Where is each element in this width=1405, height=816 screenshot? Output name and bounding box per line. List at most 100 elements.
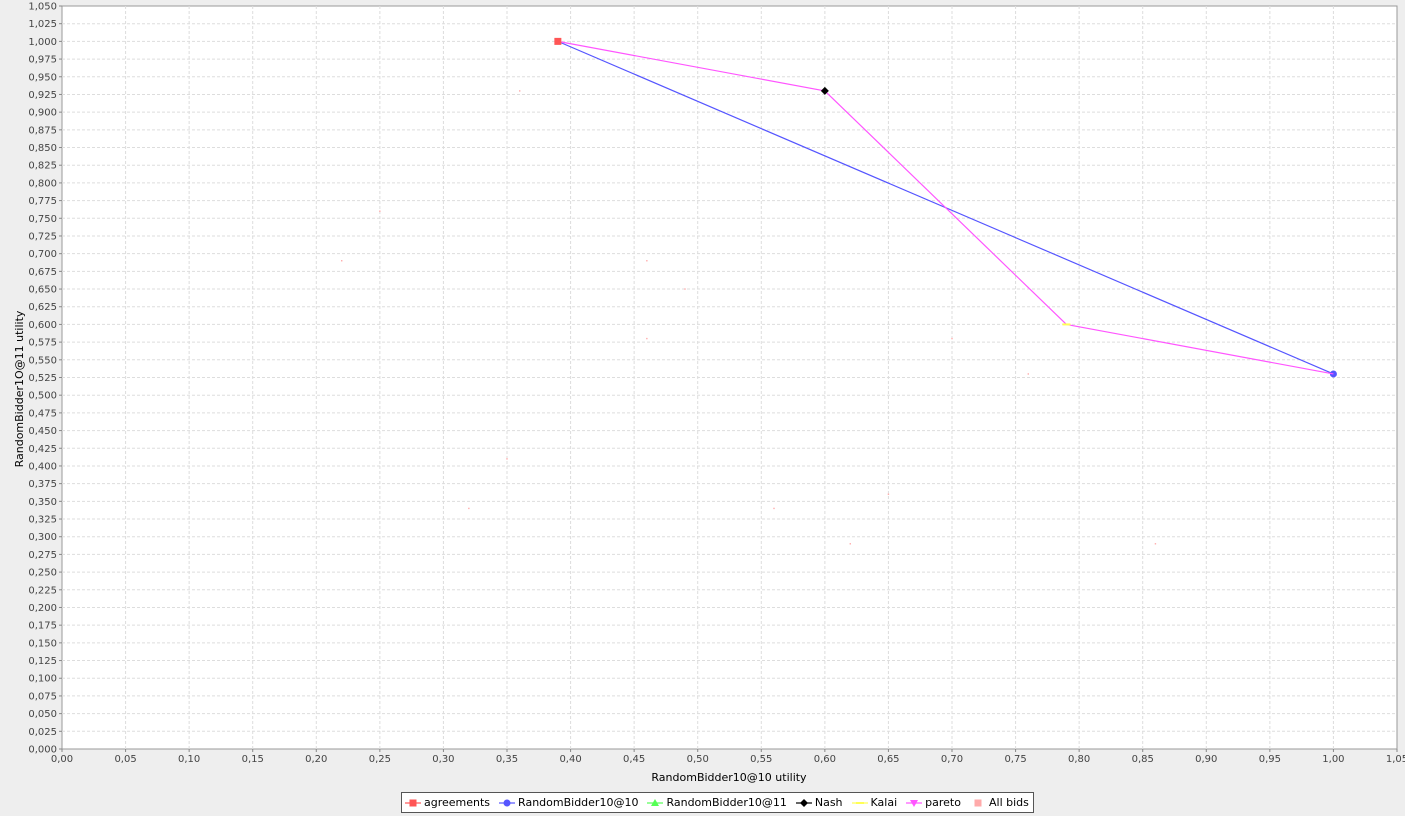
point-agreements [554, 37, 562, 45]
y-tick-label: 0,650 [28, 285, 57, 296]
legend-item-all-bids: All bids [969, 796, 1029, 809]
point-all-bids [506, 458, 508, 460]
y-tick-label: 0,800 [28, 178, 57, 189]
point-all-bids [887, 493, 890, 495]
axes: 0,00 0,05 0,10 0,15 0,20 0,25 0,30 0,35 0,40 0,45… [28, 2, 1405, 766]
y-tick-label: 0,675 [28, 267, 57, 278]
x-tick-label: 0,90 [1195, 754, 1217, 765]
y-tick-label: 0,200 [28, 603, 57, 614]
legend-swatch [647, 798, 664, 806]
point-nash [820, 86, 829, 95]
legend-swatch-marker [799, 798, 808, 807]
legend-item-agreements: agreements [404, 796, 490, 809]
y-tick-label: 0,525 [28, 373, 57, 384]
legend-swatch-marker [910, 799, 919, 807]
y-tick-label: 0,025 [28, 727, 57, 738]
x-tick-label: 0,65 [877, 754, 899, 765]
legend-item-nash: Nash [795, 796, 843, 809]
y-tick-label: 1,050 [28, 2, 57, 13]
y-tick-label: 0,975 [28, 55, 57, 66]
x-axis-title: RandomBidder10@10 utility [651, 771, 807, 784]
legend-swatch-marker [651, 798, 660, 806]
series-line-pareto [557, 40, 1334, 375]
point-all-bids [1154, 543, 1157, 545]
x-tick-label: 0,70 [941, 754, 963, 765]
point-all-bids [341, 260, 343, 262]
x-tick-label: 0,55 [750, 754, 772, 765]
point-all-bids [849, 543, 851, 545]
y-tick-label: 0,775 [28, 196, 57, 207]
x-tick-label: 0,50 [687, 754, 709, 765]
legend-item-pareto: pareto [905, 796, 961, 809]
legend-swatch-marker [855, 801, 864, 804]
x-tick-label: 0,05 [114, 754, 136, 765]
y-tick-label: 0,725 [28, 231, 57, 242]
y-tick-label: 0,625 [28, 302, 57, 313]
point-kalai [1062, 323, 1071, 326]
x-tick-label: 1,00 [1322, 754, 1344, 765]
legend-label: RandomBidder10@10 [518, 796, 639, 809]
point-all-bids [519, 90, 521, 92]
x-tick-label: 0,35 [496, 754, 518, 765]
y-tick-label: 0,575 [28, 338, 57, 349]
y-axis-title: RandomBidder1O@11 utility [13, 310, 26, 467]
legend-item-randombidder10-11: RandomBidder10@11 [646, 796, 787, 809]
series-nash [820, 86, 829, 95]
y-tick-label: 0,050 [28, 709, 57, 720]
x-tick-label: 1,05 [1386, 754, 1405, 765]
legend: agreements RandomBidder10@10 RandomBidder1… [401, 792, 1034, 813]
legend-item-randombidder10-10: RandomBidder10@10 [498, 796, 638, 809]
chart: 0,00 0,05 0,10 0,15 0,20 0,25 0,30 0,35 0,40 0,45… [13, 2, 1405, 785]
point-all-bids [951, 337, 953, 340]
x-tick-label: 0,40 [559, 754, 581, 765]
point-all-bids [773, 507, 775, 510]
point-all-bids [1027, 373, 1029, 375]
y-tick-label: 0,175 [28, 621, 57, 632]
y-tick-label: 0,400 [28, 461, 57, 472]
legend-label: RandomBidder10@11 [666, 796, 787, 809]
legend-swatch [906, 799, 923, 807]
y-tick-label: 0,900 [28, 108, 57, 119]
point-all-bids [468, 507, 470, 510]
y-tick-label: 0,000 [28, 745, 57, 756]
series-pareto [557, 40, 1334, 375]
y-tick-label: 0,850 [28, 143, 57, 154]
x-tick-label: 0,25 [369, 754, 391, 765]
grid [62, 6, 1397, 749]
y-tick-label: 0,250 [28, 568, 57, 579]
legend-swatch [499, 799, 516, 806]
y-tick-label: 0,300 [28, 532, 57, 543]
y-tick-label: 0,950 [28, 72, 57, 83]
y-tick-label: 0,325 [28, 515, 57, 526]
y-tick-label: 0,225 [28, 585, 57, 596]
y-tick-label: 1,025 [28, 19, 57, 30]
y-tick-label: 0,600 [28, 320, 57, 331]
legend-label: pareto [925, 796, 961, 809]
point-all-bids [646, 337, 648, 340]
y-tick-label: 0,375 [28, 479, 57, 490]
y-tick-label: 0,500 [28, 391, 57, 402]
y-tick-label: 0,075 [28, 691, 57, 702]
y-tick-label: 0,350 [28, 497, 57, 508]
point-all-bids [684, 288, 686, 290]
x-tick-label: 0,20 [305, 754, 327, 765]
y-tick-label: 1,000 [28, 37, 57, 48]
legend-swatch [405, 799, 421, 806]
legend-swatch-marker [503, 799, 511, 806]
y-tick-label: 0,275 [28, 550, 57, 561]
y-tick-label: 0,550 [28, 355, 57, 366]
legend-swatch [974, 799, 982, 806]
series-all-bids [341, 90, 1157, 545]
x-tick-label: 0,60 [814, 754, 836, 765]
legend-label: Kalai [870, 796, 898, 809]
y-tick-label: 0,875 [28, 125, 57, 136]
x-tick-label: 0,80 [1068, 754, 1090, 765]
x-tick-label: 0,10 [178, 754, 200, 765]
y-tick-label: 0,125 [28, 656, 57, 667]
legend-swatch [851, 801, 868, 804]
y-tick-label: 0,425 [28, 444, 57, 455]
y-tick-label: 0,100 [28, 674, 57, 685]
point-all-bids [646, 260, 648, 262]
series-agreements [554, 37, 562, 45]
series-kalai [1062, 323, 1071, 326]
